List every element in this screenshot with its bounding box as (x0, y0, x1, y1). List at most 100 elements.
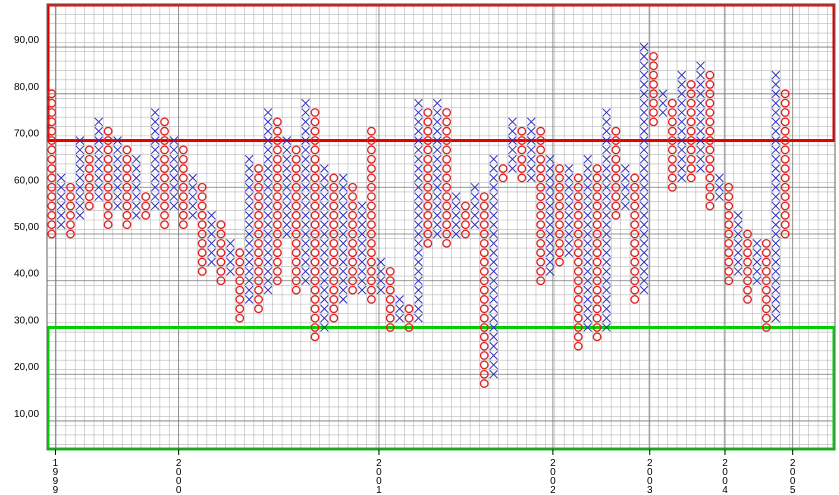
x-symbol (414, 108, 423, 117)
x-symbol (526, 126, 536, 136)
o-symbol (310, 117, 320, 127)
o-symbol (423, 164, 433, 173)
x-symbol (602, 201, 611, 211)
o-symbol (573, 257, 583, 267)
o-symbol (479, 323, 489, 332)
x-symbol (621, 182, 630, 192)
o-symbol (367, 238, 376, 248)
o-symbol (592, 192, 602, 202)
x-symbol (677, 89, 687, 99)
o-symbol (178, 182, 188, 192)
o-symbol (160, 154, 169, 164)
o-symbol (291, 154, 301, 164)
x-symbol (150, 201, 160, 211)
x-symbol (602, 229, 611, 239)
o-symbol (122, 145, 132, 155)
o-symbol (761, 248, 771, 258)
x-symbol (771, 267, 781, 276)
o-symbol (329, 304, 339, 314)
o-symbol (573, 201, 583, 211)
o-symbol (461, 210, 470, 220)
o-symbol (103, 220, 113, 230)
x-symbol (564, 192, 574, 201)
o-symbol (254, 210, 263, 220)
x-symbol (320, 295, 329, 304)
o-symbol (178, 164, 188, 173)
x-symbol (733, 248, 743, 258)
o-symbol (573, 182, 583, 192)
o-symbol (649, 98, 658, 108)
x-symbol (583, 164, 592, 173)
y-tick-label: 50,00 (14, 222, 39, 233)
o-symbol (705, 173, 715, 183)
o-symbol (84, 173, 94, 183)
o-symbol (743, 295, 752, 304)
o-symbol (197, 220, 207, 230)
o-symbol (329, 266, 339, 276)
o-symbol (367, 164, 376, 173)
x-symbol (752, 248, 762, 258)
x-symbol (451, 229, 461, 239)
o-symbol (780, 220, 790, 230)
x-symbol (301, 248, 310, 258)
o-symbol (47, 136, 57, 145)
o-symbol (780, 229, 790, 239)
x-symbol (677, 98, 687, 108)
o-symbol (160, 126, 169, 136)
o-symbol (216, 257, 226, 267)
o-symbol (630, 285, 640, 295)
x-symbol (432, 211, 442, 220)
o-symbol (780, 164, 790, 173)
x-symbol (263, 211, 273, 220)
x-symbol (432, 220, 442, 229)
x-column (263, 108, 273, 295)
x-symbol (414, 313, 423, 323)
o-symbol (555, 248, 564, 258)
x-symbol (244, 182, 254, 192)
o-symbol (367, 173, 376, 183)
x-column (301, 98, 310, 286)
o-symbol (517, 154, 527, 164)
o-symbol (592, 164, 602, 173)
x-symbol (583, 295, 592, 304)
o-symbol (329, 285, 339, 295)
o-symbol (84, 201, 94, 211)
o-symbol (649, 52, 658, 61)
axes: 10,00 20,00 30,00 40,00 50,00 60,00 70,00 80,00… (14, 4, 836, 494)
o-symbol (555, 192, 564, 202)
x-symbol (188, 192, 198, 201)
x-symbol (602, 108, 611, 117)
x-column (526, 117, 536, 183)
x-symbol (94, 145, 104, 155)
o-symbol (780, 173, 790, 183)
o-symbol (573, 313, 583, 323)
x-symbol (771, 192, 781, 201)
x-symbol (489, 248, 498, 258)
x-symbol (771, 173, 781, 183)
x-symbol (677, 70, 687, 80)
o-symbol (47, 173, 57, 183)
x-symbol (301, 164, 310, 173)
o-symbol (592, 304, 602, 314)
x-symbol (357, 267, 367, 276)
o-symbol (310, 295, 320, 304)
x-symbol (113, 173, 122, 183)
x-symbol (132, 211, 141, 220)
x-symbol (489, 173, 498, 183)
x-symbol (113, 136, 122, 145)
x-symbol (639, 276, 649, 286)
o-symbol (348, 201, 358, 211)
x-symbol (771, 239, 781, 248)
o-symbol (686, 145, 696, 155)
o-symbol (291, 257, 301, 267)
o-symbol (479, 229, 489, 239)
o-symbol (47, 201, 57, 211)
o-symbol (103, 145, 113, 155)
x-symbol (94, 136, 104, 145)
x-symbol (602, 313, 611, 323)
x-symbol (658, 89, 668, 99)
o-symbol (724, 182, 734, 192)
x-column (207, 211, 216, 267)
o-symbol (743, 266, 752, 276)
x-column (451, 192, 461, 239)
